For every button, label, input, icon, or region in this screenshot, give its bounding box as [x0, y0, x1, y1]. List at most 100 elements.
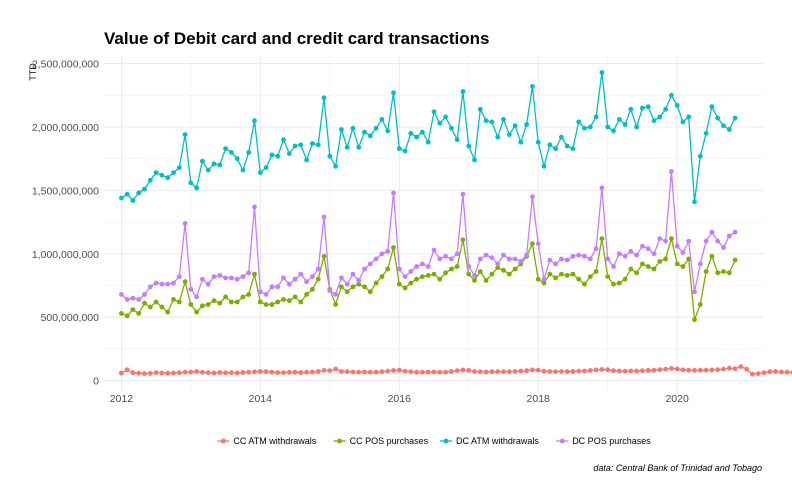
data-point: [431, 109, 437, 115]
data-point: [616, 117, 622, 122]
data-point: [223, 294, 229, 300]
data-point: [495, 369, 501, 375]
data-point: [524, 252, 529, 258]
data-point: [616, 280, 622, 286]
data-point: [286, 369, 292, 375]
data-point: [674, 261, 680, 267]
grid: [104, 56, 764, 392]
data-point: [431, 271, 437, 277]
data-point: [460, 367, 466, 373]
data-point: [483, 278, 489, 283]
data-point: [391, 368, 396, 373]
data-point: [420, 274, 425, 279]
y-tick-labels: 0 500,000,000 1,000,000,000 1,500,000,000 2,…: [32, 59, 99, 388]
data-point: [721, 245, 726, 250]
data-point: [211, 298, 217, 304]
data-point: [205, 302, 211, 307]
data-point: [449, 125, 454, 131]
data-point: [298, 142, 304, 148]
data-point: [327, 153, 333, 159]
y-tick-label: 1,500,000,000: [32, 185, 99, 197]
data-point: [674, 366, 680, 372]
data-point: [489, 119, 495, 125]
data-point: [356, 144, 362, 150]
data-point: [205, 167, 211, 173]
data-point: [246, 150, 252, 155]
data-point: [263, 369, 269, 375]
data-point: [576, 276, 582, 282]
data-point: [553, 369, 558, 375]
data-point: [570, 369, 576, 374]
data-point: [605, 124, 611, 130]
data-point: [269, 152, 275, 158]
data-point: [176, 370, 182, 376]
data-point: [669, 236, 674, 242]
data-point: [651, 266, 657, 272]
data-point: [402, 274, 408, 279]
data-point: [379, 117, 385, 122]
y-tick-label: 500,000,000: [41, 312, 100, 324]
data-point: [263, 292, 269, 297]
data-point: [784, 369, 790, 375]
data-point: [205, 370, 211, 376]
data-point: [176, 299, 182, 305]
data-point: [396, 281, 402, 287]
data-point: [477, 106, 483, 112]
series-line: [121, 238, 736, 320]
data-point: [298, 370, 304, 375]
data-point: [194, 185, 200, 191]
data-point: [721, 123, 726, 129]
data-point: [761, 370, 767, 376]
data-point: [634, 252, 639, 258]
data-point: [692, 317, 697, 323]
data-point: [362, 284, 367, 290]
data-point: [136, 311, 142, 316]
data-point: [669, 366, 674, 371]
data-point: [634, 124, 639, 130]
data-point: [310, 369, 315, 375]
data-point: [229, 150, 234, 155]
data-point: [501, 117, 506, 122]
data-point: [587, 368, 593, 373]
data-point: [564, 143, 570, 149]
data-point: [622, 276, 628, 282]
data-point: [124, 297, 130, 302]
data-point: [420, 261, 425, 267]
data-point: [663, 256, 668, 262]
data-point: [657, 114, 663, 120]
data-point: [553, 275, 558, 281]
data-point: [119, 370, 124, 376]
data-point: [576, 252, 582, 258]
data-point: [217, 273, 223, 278]
data-point: [611, 264, 616, 269]
data-point: [234, 299, 240, 305]
data-point: [605, 256, 611, 262]
data-point: [460, 191, 466, 197]
data-point: [518, 259, 524, 264]
data-point: [755, 371, 761, 376]
data-point: [292, 294, 298, 300]
data-point: [443, 369, 448, 375]
data-point: [234, 370, 240, 376]
data-point: [657, 367, 663, 373]
data-point: [645, 264, 651, 269]
data-point: [431, 369, 437, 375]
data-point: [449, 369, 454, 374]
data-point: [472, 369, 477, 374]
data-point: [281, 137, 286, 143]
data-point: [703, 130, 709, 136]
data-point: [385, 128, 391, 134]
data-point: [477, 269, 483, 274]
data-point: [344, 144, 350, 150]
data-point: [257, 170, 263, 176]
data-point: [263, 165, 269, 171]
data-point: [645, 368, 651, 373]
data-point: [651, 367, 657, 373]
data-point: [750, 371, 755, 377]
data-point: [367, 261, 373, 267]
data-point: [680, 250, 686, 255]
data-point: [547, 257, 553, 263]
data-point: [466, 271, 472, 277]
series-1: [119, 236, 738, 323]
data-point: [147, 284, 153, 290]
